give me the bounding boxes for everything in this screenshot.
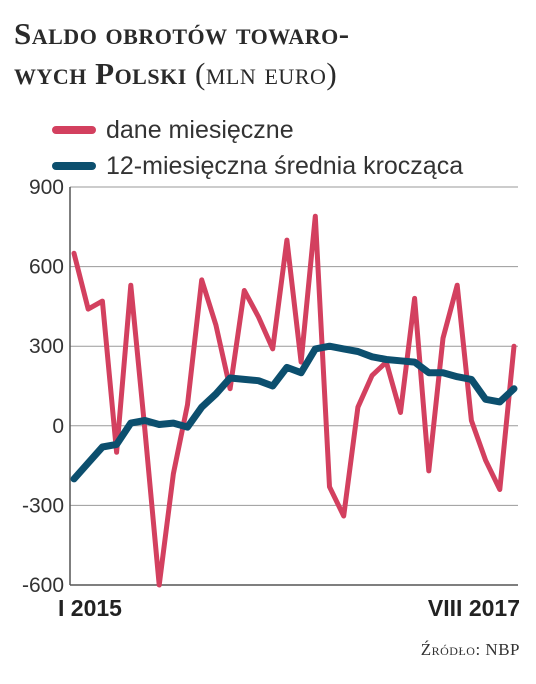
y-tick-label: 300 — [29, 335, 64, 358]
legend-item-monthly: dane miesięczne — [52, 112, 463, 148]
y-tick-label: -300 — [22, 494, 64, 517]
y-tick-label: 0 — [52, 415, 64, 438]
chart-title: Saldo obrotów towaro- wych Polski (mln e… — [14, 14, 524, 94]
y-tick-label: -600 — [22, 574, 64, 597]
legend-label-moving-average: 12-miesięczna średnia krocząca — [106, 151, 464, 180]
chart-title-unit: (mln euro) — [195, 56, 338, 91]
x-label-start: I 2015 — [58, 595, 122, 621]
source-note: Źródło: NBP — [420, 640, 520, 659]
y-tick-label: 900 — [29, 176, 64, 199]
chart-legend: dane miesięczne 12-miesięczna średnia kr… — [52, 112, 463, 184]
y-tick-label: 600 — [29, 256, 64, 279]
legend-item-moving-average: 12-miesięczna średnia krocząca — [52, 148, 463, 184]
chart-title-line2: wych Polski (mln euro) — [14, 54, 524, 94]
chart-title-main-part2: wych Polski — [14, 56, 187, 91]
series-line-moving-average — [70, 342, 518, 483]
x-label-end: VIII 2017 — [428, 595, 520, 621]
legend-swatch-monthly — [52, 126, 96, 134]
chart-title-line1: Saldo obrotów towaro- — [14, 16, 350, 51]
legend-label-monthly: dane miesięczne — [106, 115, 294, 144]
legend-swatch-moving-average — [52, 162, 96, 170]
series-line-monthly — [71, 213, 517, 588]
